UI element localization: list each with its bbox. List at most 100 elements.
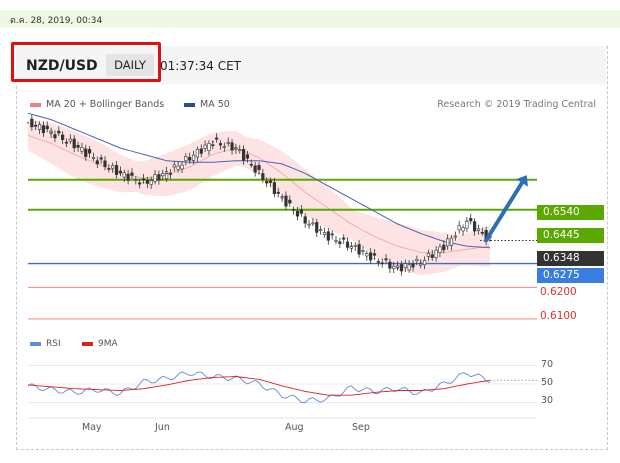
candle bbox=[72, 135, 76, 153]
legend-ma50: MA 50 bbox=[184, 99, 230, 110]
candle-body bbox=[153, 174, 157, 182]
candle-body bbox=[318, 229, 323, 232]
legend-bollinger: MA 20 + Bollinger Bands bbox=[30, 99, 164, 110]
candle-body bbox=[130, 172, 134, 176]
candle bbox=[222, 142, 226, 152]
candle bbox=[88, 146, 92, 158]
candle-body bbox=[288, 199, 292, 204]
ma50-path bbox=[27, 112, 491, 249]
candle-body bbox=[442, 244, 446, 251]
candle bbox=[122, 169, 126, 182]
candle bbox=[215, 133, 219, 143]
candle-body bbox=[407, 264, 411, 271]
price-point bbox=[489, 239, 491, 242]
candle-body bbox=[107, 168, 111, 170]
candle bbox=[141, 174, 146, 183]
candle bbox=[37, 121, 42, 135]
candle bbox=[84, 144, 88, 161]
bollinger-band-fill bbox=[28, 120, 490, 276]
legend-swatch-ma50 bbox=[184, 102, 195, 107]
candle-body bbox=[230, 142, 234, 151]
candle-body bbox=[245, 154, 250, 159]
candle-body bbox=[253, 165, 257, 173]
candle bbox=[191, 150, 196, 165]
candle-body bbox=[438, 246, 442, 253]
candle bbox=[172, 161, 176, 172]
candle-body bbox=[203, 144, 207, 149]
candle-body bbox=[284, 195, 288, 207]
candle bbox=[342, 234, 346, 244]
highlight-box bbox=[11, 42, 161, 82]
candle-body bbox=[472, 221, 477, 232]
candle-body bbox=[211, 144, 215, 146]
candle bbox=[419, 259, 423, 269]
candle-body bbox=[372, 253, 377, 256]
candle-body bbox=[76, 145, 80, 148]
candle-body bbox=[215, 137, 219, 140]
timeframe-button[interactable]: DAILY bbox=[106, 54, 154, 76]
candle bbox=[218, 140, 223, 150]
level-label-0: 0.6540 bbox=[537, 205, 604, 220]
candle bbox=[392, 261, 396, 274]
candle bbox=[345, 237, 350, 251]
candle bbox=[242, 145, 246, 165]
level-label-2: 0.6348 bbox=[537, 251, 604, 266]
candle bbox=[134, 176, 138, 185]
candle bbox=[284, 191, 288, 210]
candle bbox=[403, 259, 407, 273]
candle-body bbox=[261, 173, 265, 180]
candle bbox=[426, 249, 431, 262]
candle bbox=[199, 144, 203, 158]
candle bbox=[253, 161, 257, 177]
candle bbox=[30, 114, 34, 131]
level-label-3: 0.6275 bbox=[537, 268, 604, 283]
candle-body bbox=[419, 263, 423, 266]
candle-body bbox=[165, 171, 169, 180]
candle bbox=[315, 218, 319, 237]
level-label-1: 0.6445 bbox=[537, 228, 604, 243]
rsi-tick-70: 70 bbox=[541, 359, 554, 370]
candle bbox=[449, 235, 454, 251]
research-credit: Research © 2019 Trading Central bbox=[437, 99, 596, 110]
candle bbox=[476, 224, 481, 235]
candle-body bbox=[103, 160, 107, 167]
candle-body bbox=[226, 141, 230, 144]
price-point bbox=[212, 140, 214, 143]
candle-body bbox=[53, 134, 57, 139]
price-point bbox=[396, 267, 399, 270]
bollinger-band-area bbox=[27, 120, 491, 276]
candle bbox=[203, 140, 207, 153]
candle bbox=[465, 216, 469, 233]
legend-swatch-rsi bbox=[30, 341, 41, 346]
candle bbox=[469, 213, 473, 225]
candle bbox=[376, 258, 380, 267]
candle-body bbox=[126, 173, 130, 181]
candle bbox=[138, 178, 142, 189]
candle bbox=[130, 168, 134, 179]
candle bbox=[299, 205, 303, 217]
currency-pair-title: NZD/USD bbox=[26, 58, 98, 74]
candle-body bbox=[195, 149, 200, 158]
legend-rsi: RSI bbox=[30, 339, 61, 349]
candle-body bbox=[465, 221, 469, 229]
candle bbox=[249, 159, 253, 168]
candle-body bbox=[138, 182, 142, 185]
candle bbox=[257, 161, 261, 175]
candle-body bbox=[88, 149, 92, 154]
candle bbox=[226, 137, 230, 147]
candle bbox=[107, 163, 111, 173]
candle-body bbox=[161, 173, 165, 177]
candle bbox=[453, 231, 457, 241]
candle bbox=[61, 131, 65, 145]
price-point bbox=[258, 172, 260, 175]
candle-body bbox=[207, 143, 211, 152]
candle-body bbox=[30, 118, 34, 128]
candle-body bbox=[222, 146, 226, 149]
candle-body bbox=[34, 124, 38, 127]
candle-body bbox=[61, 134, 65, 140]
candle-body bbox=[411, 263, 415, 268]
price-point bbox=[304, 220, 307, 222]
candle bbox=[292, 206, 296, 215]
candle-body bbox=[403, 263, 407, 268]
candle-body bbox=[265, 181, 269, 184]
